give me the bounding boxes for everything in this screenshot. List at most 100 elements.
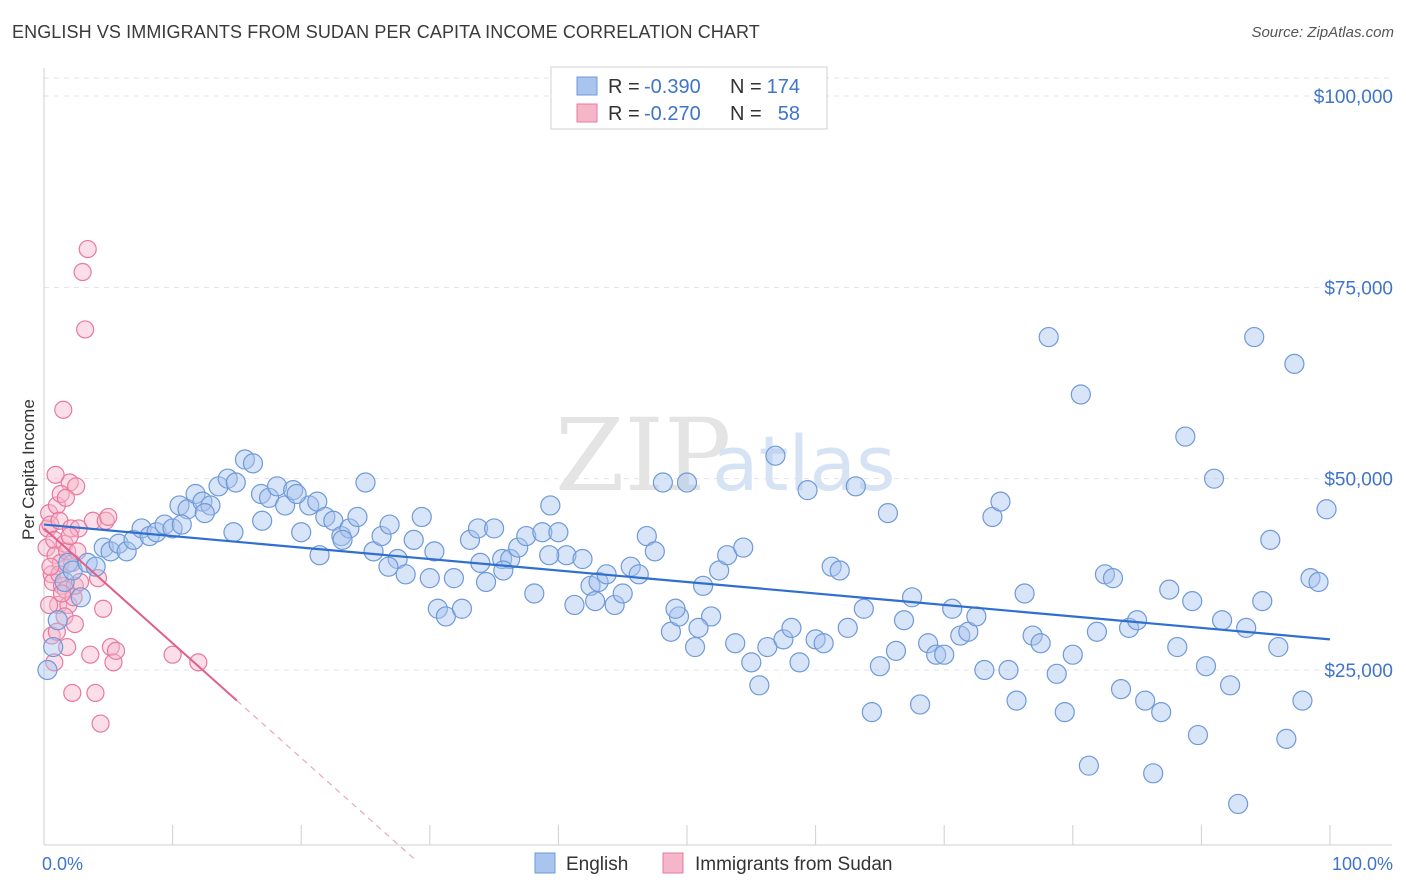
point-immigrants-from-sudan-44 [40, 595, 59, 615]
x-tick-label-0: 0.0% [42, 854, 83, 874]
point-english-60 [500, 548, 521, 570]
point-english-93 [765, 445, 786, 466]
point-immigrants-from-sudan-27 [73, 262, 92, 282]
point-english-174 [539, 545, 560, 566]
point-immigrants-from-sudan-35 [94, 599, 113, 618]
bottom-legend-swatch-english [534, 852, 556, 874]
point-english-151 [1228, 793, 1249, 815]
point-english-144 [1175, 426, 1196, 447]
point-immigrants-from-sudan-46 [45, 653, 64, 672]
point-immigrants-from-sudan-43 [56, 488, 75, 507]
point-english-55 [459, 529, 481, 550]
point-english-71 [588, 571, 609, 593]
point-english-128 [1046, 663, 1067, 684]
point-english-103 [845, 476, 866, 497]
point-english-57 [475, 571, 497, 593]
point-english-63 [524, 583, 545, 604]
legend-n-value-2: 58 [778, 103, 800, 125]
source-credit: Source: ZipAtlas.com [1251, 24, 1394, 41]
point-english-164 [194, 503, 215, 524]
point-english-126 [1030, 633, 1051, 654]
point-english-62 [516, 525, 537, 547]
point-english-152 [1236, 617, 1257, 639]
point-english-159 [1292, 690, 1313, 711]
point-english-11 [108, 533, 129, 554]
point-english-123 [1006, 690, 1027, 711]
point-english-12 [116, 541, 137, 562]
point-immigrants-from-sudan-50 [55, 607, 74, 626]
point-english-142 [1159, 579, 1180, 600]
point-english-147 [1195, 656, 1217, 677]
point-english-51 [427, 598, 448, 619]
point-english-158 [1284, 353, 1305, 374]
point-english-143 [1167, 636, 1188, 658]
chart-title: ENGLISH VS IMMIGRANTS FROM SUDAN PER CAP… [12, 22, 760, 42]
point-english-61 [508, 537, 529, 558]
point-immigrants-from-sudan-51 [58, 637, 77, 657]
point-english-83 [684, 636, 706, 658]
point-english-89 [733, 537, 754, 558]
point-english-64 [532, 522, 553, 543]
point-immigrants-from-sudan-53 [63, 683, 82, 703]
point-english-155 [1260, 529, 1281, 550]
x-tick-label-1: 100.0% [1332, 854, 1393, 874]
english-series [37, 326, 1337, 815]
point-immigrants-from-sudan-37 [99, 507, 118, 527]
point-english-119 [974, 659, 995, 681]
y-axis-label: Per Capita Income [19, 399, 38, 540]
legend-swatch-english [576, 76, 598, 96]
point-english-162 [1316, 499, 1337, 520]
bottom-legend: English Immigrants from Sudan [534, 852, 892, 875]
sudan-series [37, 239, 208, 733]
legend-n-label-2: N = [730, 103, 762, 125]
point-english-84 [692, 575, 714, 596]
point-english-129 [1054, 701, 1075, 723]
point-english-146 [1187, 724, 1209, 746]
y-tick-label-0: $25,000 [1324, 661, 1393, 682]
point-immigrants-from-sudan-13 [54, 400, 73, 419]
point-english-48 [403, 529, 424, 550]
point-immigrants-from-sudan-54 [65, 614, 84, 634]
point-english-91 [749, 675, 770, 696]
point-immigrants-from-sudan-55 [163, 645, 182, 664]
point-english-107 [877, 503, 899, 524]
point-english-114 [934, 644, 955, 665]
point-english-67 [556, 545, 577, 566]
point-english-74 [612, 583, 633, 604]
trend-line-sudan [43, 527, 238, 702]
point-english-110 [901, 587, 923, 608]
point-english-105 [861, 701, 882, 723]
point-english-95 [781, 617, 802, 639]
bottom-legend-english: English [566, 854, 628, 875]
point-english-1 [43, 636, 64, 658]
watermark-zip: ZIP [555, 397, 731, 514]
point-english-85 [701, 606, 722, 627]
legend-r-value-2: -0.270 [644, 103, 701, 125]
point-english-42 [355, 472, 376, 493]
point-english-131 [1070, 384, 1091, 405]
point-immigrants-from-sudan-56 [189, 653, 208, 672]
point-english-124 [1014, 583, 1035, 604]
point-english-21 [185, 483, 206, 505]
legend-r-label-2: R = [608, 103, 640, 125]
point-english-106 [869, 656, 891, 677]
point-english-157 [1276, 728, 1297, 749]
point-english-161 [1308, 571, 1329, 593]
point-immigrants-from-sudan-41 [46, 465, 65, 484]
point-english-66 [548, 522, 569, 543]
point-english-112 [918, 633, 939, 654]
point-english-136 [1110, 679, 1132, 700]
trend-line-english [43, 523, 1331, 641]
point-english-135 [1102, 568, 1124, 589]
trend-line-sudan-extension [236, 700, 418, 862]
point-immigrants-from-sudan-23 [67, 477, 86, 496]
point-immigrants-from-sudan-28 [76, 320, 95, 339]
point-english-69 [572, 548, 593, 570]
point-english-34 [291, 522, 312, 543]
point-immigrants-from-sudan-34 [91, 714, 110, 733]
point-english-150 [1220, 675, 1241, 696]
point-english-3 [54, 571, 75, 593]
point-english-156 [1268, 636, 1289, 658]
point-english-73 [604, 594, 625, 616]
